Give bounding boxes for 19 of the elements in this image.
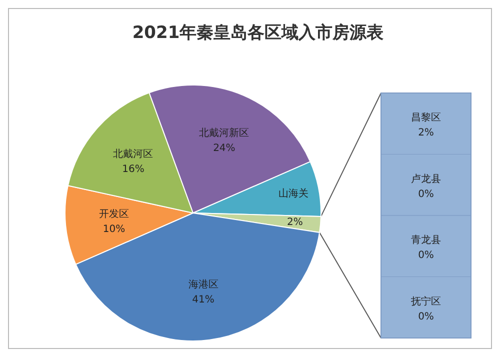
category-label: 卢龙县 — [411, 172, 441, 185]
category-label: 抚宁区 — [410, 295, 441, 308]
data-label: 41% — [192, 294, 214, 306]
data-label: 24% — [213, 143, 236, 154]
chart-title: 2021年秦皇岛各区域入市房源表 — [132, 23, 385, 43]
data-label: 2% — [287, 217, 303, 228]
text: 2% — [418, 128, 434, 139]
slice-label: 北戴河新区 — [199, 127, 250, 140]
data-label: 16% — [122, 164, 144, 175]
text: 0% — [418, 311, 434, 322]
slice-label: 山海关 — [278, 187, 308, 200]
slice-label: 北戴河区 — [113, 148, 154, 160]
category-label: 昌黎区 — [411, 112, 441, 124]
text: 0% — [418, 250, 434, 262]
text: 0% — [418, 188, 434, 200]
slice-label: 开发区 — [99, 208, 130, 220]
data-label: 10% — [102, 224, 126, 235]
slice-label: 海港区 — [188, 278, 218, 291]
category-label: 青龙县 — [411, 234, 441, 246]
